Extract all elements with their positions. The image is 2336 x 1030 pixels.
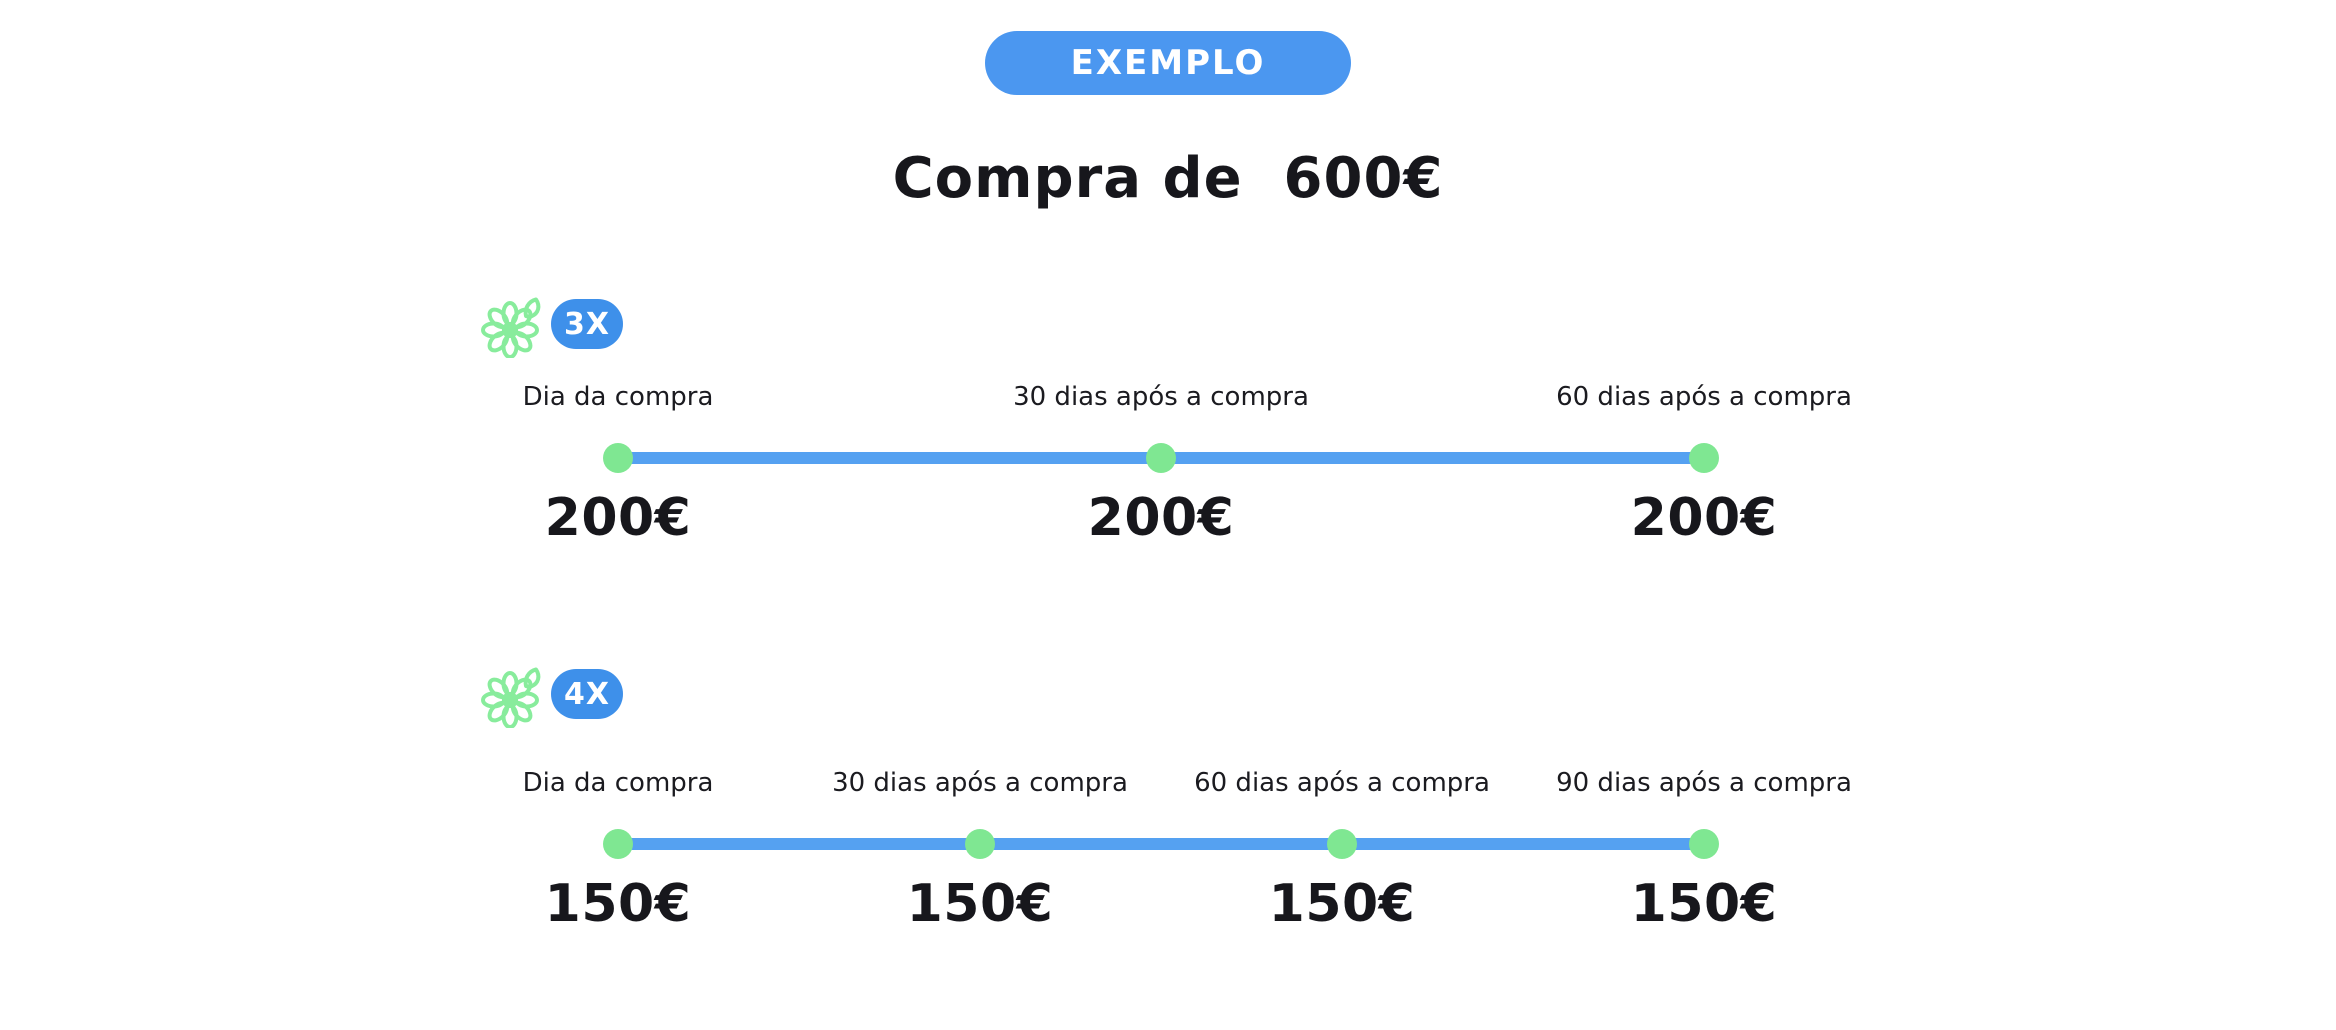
timeline-4x-dot-2 (964, 829, 995, 859)
timeline-3x-stop-2-label: 30 dias após a compra (1013, 382, 1309, 412)
timeline-4x: Dia da compra 30 dias após a compra 60 d… (523, 768, 1852, 948)
timeline-3x-amount-1: 200€ (544, 488, 692, 548)
timeline-3x-amount-3: 200€ (1630, 488, 1778, 548)
exemplo-badge-label: EXEMPLO (1070, 43, 1266, 83)
timeline-4x-amount-1: 150€ (544, 874, 692, 934)
timeline-4x-dot-4 (1689, 829, 1719, 859)
flower-icon (481, 667, 541, 728)
timeline-3x: Dia da compra 30 dias após a compra 60 d… (523, 382, 1852, 562)
timeline-4x-stop-2-label: 30 dias após a compra (832, 768, 1128, 798)
timeline-4x-amount-3: 150€ (1268, 874, 1416, 934)
timeline-3x-stop-1-label: Dia da compra (522, 382, 714, 412)
timeline-3x-stop-3-label: 60 dias após a compra (1556, 382, 1852, 412)
timeline-3x-dot-3 (1689, 443, 1719, 473)
timeline-4x-dot-3 (1327, 829, 1357, 859)
timeline-3x-amount-2: 200€ (1087, 488, 1235, 548)
flower-icon (481, 297, 541, 358)
page-title: Compra de 600€ (892, 146, 1444, 211)
installments-3x-badge-label: 3X (563, 306, 610, 342)
timeline-4x-amount-2: 150€ (906, 874, 1054, 934)
installments-4x-badge: 4X (551, 669, 623, 719)
plan-4x-header: 4X (480, 660, 623, 728)
exemplo-badge: EXEMPLO (985, 31, 1351, 95)
timeline-4x-stop-1-label: Dia da compra (522, 768, 714, 798)
installments-4x-badge-label: 4X (563, 676, 610, 712)
timeline-4x-track (618, 838, 1704, 850)
timeline-4x-dot-1 (603, 829, 633, 859)
installments-3x-badge: 3X (551, 299, 623, 349)
timeline-3x-dot-1 (603, 443, 633, 473)
plan-3x-header: 3X (480, 290, 623, 358)
timeline-4x-stop-3-label: 60 dias após a compra (1194, 768, 1490, 798)
timeline-3x-dot-2 (1146, 443, 1176, 473)
timeline-4x-amount-4: 150€ (1630, 874, 1778, 934)
timeline-4x-stop-4-label: 90 dias após a compra (1556, 768, 1852, 798)
